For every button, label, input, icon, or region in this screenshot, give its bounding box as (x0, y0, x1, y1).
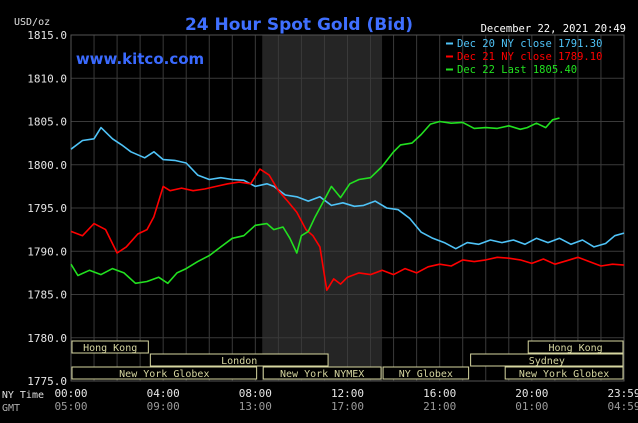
chart-timestamp: December 22, 2021 20:49 (481, 23, 626, 35)
session-label: Hong Kong (83, 343, 137, 354)
x-tick-label-gmt: 05:00 (54, 400, 87, 413)
y-tick-label: 1805.0 (27, 116, 67, 129)
chart-grid (70, 34, 625, 382)
session-box (527, 340, 624, 354)
legend-entry-2: Dec 21 NY close 1789.10 (457, 51, 602, 63)
price-series (70, 117, 625, 292)
x-tick-label-ny: 23:59 (607, 387, 638, 400)
x-tick-label-ny: 12:00 (331, 387, 364, 400)
legend-entry-1: Dec 20 NY close 1791.30 (457, 38, 602, 50)
y-tick-label: 1795.0 (27, 202, 67, 215)
x-tick-label-ny: 00:00 (54, 387, 87, 400)
session-box (71, 366, 258, 380)
y-axis: 1815.0 1810.0 1805.0 1800.0 1795.0 1790.0 1785… (27, 29, 67, 388)
session-label: London (221, 356, 257, 367)
session-box (470, 353, 624, 367)
x-tick-label-gmt: 13:00 (239, 400, 272, 413)
session-label: NY Globex (399, 369, 453, 380)
session-label: Hong Kong (549, 343, 603, 354)
y-tick-label: 1810.0 (27, 72, 67, 85)
x-tick-label-gmt: 04:59 (607, 400, 638, 413)
session-box (382, 366, 470, 380)
y-tick-label: 1815.0 (27, 29, 67, 42)
ny-time-row-label: NY Time (2, 390, 44, 401)
session-label: New York Globex (519, 369, 609, 380)
gmt-row-label: GMT (2, 403, 20, 414)
session-label: New York NYMEX (280, 369, 364, 380)
series-line-1 (70, 126, 625, 250)
y-tick-label: 1790.0 (27, 245, 67, 258)
y-tick-label: 1800.0 (27, 159, 67, 172)
x-tick-label-ny: 16:00 (423, 387, 456, 400)
x-tick-label-ny: 20:00 (515, 387, 548, 400)
session-label: New York Globex (119, 369, 209, 380)
y-tick-label: 1775.0 (27, 375, 67, 388)
x-tick-label-ny: 08:00 (239, 387, 272, 400)
session-box (262, 366, 382, 380)
x-tick-label-gmt: 17:00 (331, 400, 364, 413)
session-box (504, 366, 624, 380)
plot-border (70, 34, 625, 382)
y-axis-label: USD/oz (14, 17, 50, 28)
x-tick-label-gmt: 01:00 (515, 400, 548, 413)
x-tick-label-gmt: 21:00 (423, 400, 456, 413)
series-line-2 (70, 168, 625, 292)
x-tick-label-ny: 04:00 (147, 387, 180, 400)
session-box (71, 340, 149, 354)
y-tick-label: 1780.0 (27, 332, 67, 345)
legend-entry-3: Dec 22 Last 1805.40 (457, 64, 577, 76)
session-box (149, 353, 329, 367)
session-label: Sydney (529, 356, 565, 367)
chart-title: 24 Hour Spot Gold (Bid) (185, 15, 413, 35)
series-line-3 (70, 117, 560, 285)
market-sessions: Hong Kong London New York Globex New York N… (71, 340, 624, 380)
x-tick-label-gmt: 09:00 (147, 400, 180, 413)
y-tick-label: 1785.0 (27, 289, 67, 302)
site-watermark: www.kitco.com (76, 50, 204, 68)
